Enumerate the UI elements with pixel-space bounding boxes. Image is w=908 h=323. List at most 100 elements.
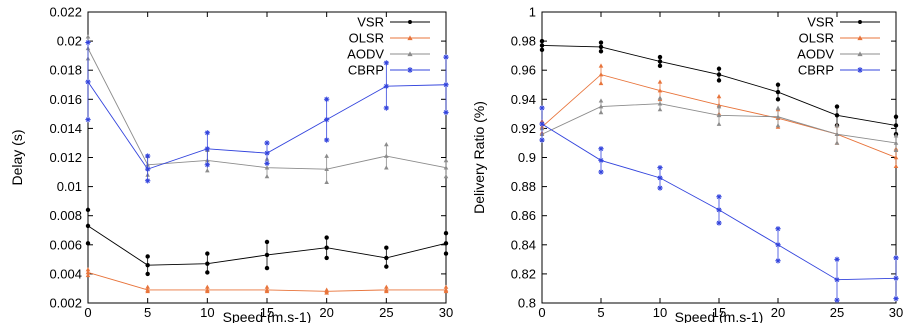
x-tick-label: 0 bbox=[84, 305, 91, 320]
data-point bbox=[384, 255, 389, 261]
sample-point bbox=[383, 60, 390, 66]
x-tick-label: 30 bbox=[889, 305, 903, 320]
sample-point bbox=[775, 105, 781, 110]
sample-point bbox=[384, 165, 389, 170]
y-tick-label: 0.016 bbox=[49, 92, 82, 107]
data-point bbox=[205, 287, 210, 292]
legend-marker-cbrp bbox=[857, 67, 863, 73]
sample-point bbox=[384, 142, 389, 147]
data-point bbox=[598, 157, 604, 164]
sample-point bbox=[716, 104, 722, 109]
sample-point bbox=[539, 105, 545, 111]
sample-point bbox=[384, 264, 389, 269]
x-tick-label: 5 bbox=[144, 305, 151, 320]
sample-point bbox=[598, 80, 604, 86]
sample-point bbox=[657, 79, 663, 84]
sample-point bbox=[716, 121, 722, 126]
x-tick-label: 15 bbox=[260, 305, 274, 320]
sample-point bbox=[539, 47, 545, 53]
legend-marker-vsr bbox=[408, 20, 412, 24]
sample-point bbox=[716, 78, 722, 83]
sample-point bbox=[443, 174, 449, 179]
sample-point bbox=[144, 178, 151, 184]
data-point bbox=[443, 165, 449, 170]
data-point bbox=[775, 89, 781, 95]
y-tick-label: 0.002 bbox=[49, 296, 82, 311]
y-tick-label: 0.8 bbox=[518, 296, 536, 311]
y-tick-label: 0.86 bbox=[511, 208, 536, 223]
y-tick-label: 1 bbox=[529, 5, 536, 20]
data-point bbox=[716, 72, 722, 77]
data-point bbox=[657, 88, 663, 93]
data-point bbox=[539, 43, 545, 48]
data-point bbox=[775, 114, 781, 119]
legend-label-aodv: AODV bbox=[797, 47, 834, 62]
y-tick-label: 0.01 bbox=[57, 179, 82, 194]
y-tick-label: 0.92 bbox=[511, 121, 536, 136]
series-vsr bbox=[85, 207, 449, 277]
sample-point bbox=[264, 140, 270, 146]
y-tick-label: 0.006 bbox=[49, 237, 82, 252]
sample-point bbox=[384, 284, 389, 289]
sample-point bbox=[716, 194, 722, 200]
plot-frame bbox=[541, 11, 897, 304]
legend-marker-olsr bbox=[857, 35, 863, 41]
data-point bbox=[85, 79, 91, 85]
legend-label-olsr: OLSR bbox=[349, 31, 384, 46]
sample-point bbox=[716, 220, 722, 226]
data-point bbox=[384, 287, 389, 292]
sample-point bbox=[85, 34, 91, 39]
sample-point bbox=[598, 109, 604, 115]
data-point bbox=[205, 261, 210, 266]
sample-point bbox=[775, 258, 781, 264]
y-tick-label: 0.014 bbox=[49, 121, 82, 136]
data-point bbox=[893, 140, 899, 145]
y-axis-label: Delivery Ratio (%) bbox=[471, 101, 487, 214]
data-point bbox=[716, 112, 722, 118]
data-point bbox=[834, 277, 840, 283]
sample-point bbox=[716, 66, 722, 71]
series-cbrp bbox=[85, 39, 449, 184]
sample-point bbox=[775, 226, 781, 232]
sample-point bbox=[264, 239, 270, 245]
sample-point bbox=[657, 54, 663, 60]
legend-label-aodv: AODV bbox=[347, 47, 384, 62]
y-tick-label: 0.004 bbox=[49, 266, 82, 281]
sample-point bbox=[657, 63, 663, 69]
sample-point bbox=[85, 116, 91, 123]
sample-point bbox=[657, 185, 663, 191]
data-point bbox=[85, 270, 91, 275]
delay-chart: 0 5 10 15 20 25 30 0.002 0.004 0.006 0.008 0.01 0.01… bbox=[9, 5, 453, 323]
sample-point bbox=[264, 284, 270, 289]
legend-label-vsr: VSR bbox=[357, 15, 384, 30]
x-axis-label: Speed (m.s-1) bbox=[675, 309, 764, 323]
data-point bbox=[204, 146, 211, 152]
sample-point bbox=[204, 162, 211, 168]
data-point bbox=[598, 72, 604, 77]
sample-point bbox=[324, 179, 329, 185]
data-point bbox=[893, 123, 899, 128]
x-tick-label: 10 bbox=[200, 305, 214, 320]
data-point bbox=[834, 113, 840, 118]
sample-point bbox=[834, 256, 840, 263]
data-point bbox=[657, 101, 663, 106]
sample-point bbox=[893, 114, 899, 119]
sample-point bbox=[145, 254, 150, 259]
sample-point bbox=[893, 295, 899, 302]
data-point bbox=[264, 252, 270, 258]
sample-point bbox=[85, 39, 91, 46]
data-point bbox=[598, 44, 604, 50]
data-point bbox=[145, 262, 150, 268]
legend-label-vsr: VSR bbox=[807, 15, 834, 30]
legend-label-cbrp: CBRP bbox=[348, 63, 384, 78]
data-point bbox=[264, 150, 270, 156]
y-tick-label: 0.84 bbox=[511, 237, 536, 252]
legend-marker-olsr bbox=[407, 35, 413, 41]
x-tick-label: 25 bbox=[379, 305, 393, 320]
y-tick-label: 0.9 bbox=[518, 150, 536, 165]
data-point bbox=[384, 153, 389, 158]
data-point bbox=[716, 207, 722, 213]
series-aodv bbox=[539, 95, 899, 153]
sample-point bbox=[539, 137, 545, 143]
